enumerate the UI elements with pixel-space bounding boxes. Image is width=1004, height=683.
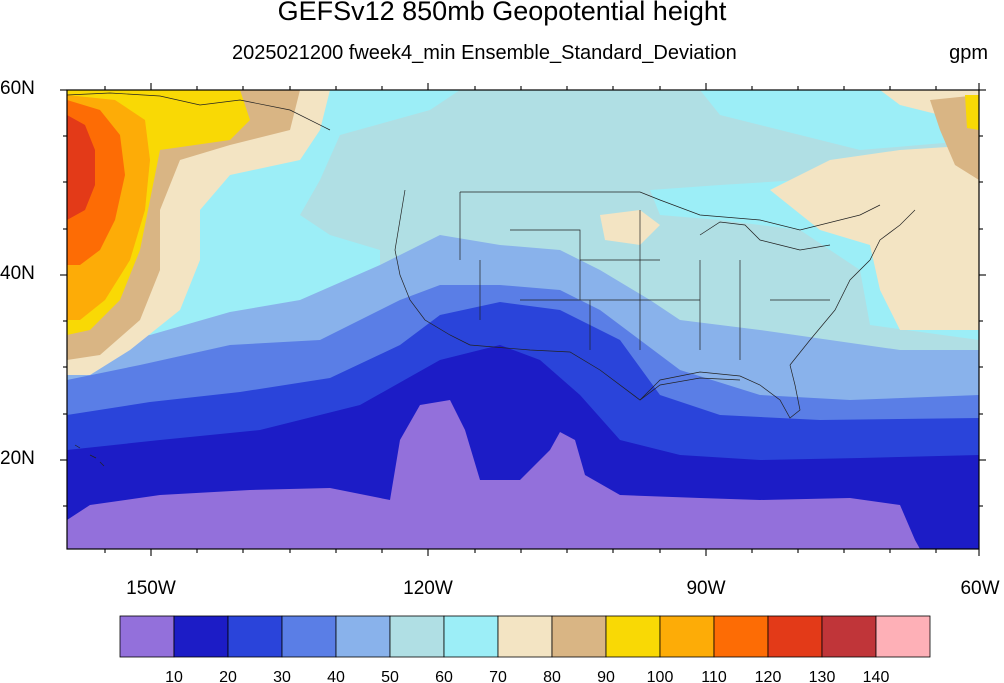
colorbar-label: 50	[381, 669, 399, 683]
map-frame	[66, 89, 980, 550]
fill-band-130-140	[67, 115, 95, 220]
colorbar-label: 20	[219, 669, 237, 683]
colorbar-swatch	[605, 615, 661, 658]
colorbar-swatch	[443, 615, 499, 658]
colorbar-label: 120	[755, 669, 782, 683]
colorbar-label: 60	[435, 669, 453, 683]
axis-ticks	[60, 83, 986, 556]
us-west-coast	[394, 189, 471, 346]
us-canada-border	[460, 191, 881, 231]
lat-label-20n: 20N	[0, 448, 35, 469]
colorbar-label: 130	[809, 669, 836, 683]
colorbar-label: 80	[543, 669, 561, 683]
colorbar-swatch	[119, 615, 175, 658]
colorbar-label: 140	[863, 669, 890, 683]
us-southern-border	[469, 344, 741, 401]
colorbar-swatch	[767, 615, 823, 658]
coastline-layer	[67, 92, 916, 467]
lon-label-90w: 90W	[686, 578, 726, 599]
fill-band-80-90-dakotas	[600, 210, 660, 245]
plot-subtitle: 2025021200 fweek4_min Ensemble_Standard_…	[232, 42, 737, 64]
colorbar-swatch	[713, 615, 769, 658]
fill-band-80-90-east	[770, 145, 979, 330]
colorbar-label: 30	[273, 669, 291, 683]
lon-label-60w: 60W	[960, 578, 1000, 599]
colorbar: 10 20 30 40 50 60 70 80 90 100 110 120 130 140	[119, 615, 931, 683]
alaska-coast	[67, 92, 331, 131]
units-label: gpm	[949, 42, 988, 64]
hawaii-islands	[74, 444, 105, 467]
colorbar-swatch	[551, 615, 607, 658]
lon-label-150w: 150W	[126, 578, 176, 599]
colorbar-swatch	[173, 615, 229, 658]
colorbar-swatch	[335, 615, 391, 658]
gulf-coast	[639, 364, 801, 419]
colorbar-label: 90	[597, 669, 615, 683]
colorbar-label: 10	[165, 669, 183, 683]
colorbar-label: 100	[647, 669, 674, 683]
colorbar-swatch	[659, 615, 715, 658]
lat-label-60n: 60N	[0, 78, 35, 99]
east-coast	[789, 209, 916, 366]
colorbar-swatch	[497, 615, 553, 658]
colorbar-swatch	[281, 615, 337, 658]
fill-band-10-20	[67, 400, 920, 549]
lon-label-120w: 120W	[403, 578, 453, 599]
colorbar-swatch	[389, 615, 445, 658]
contour-fill-layer	[67, 90, 979, 549]
colorbar-swatch	[227, 615, 283, 658]
colorbar-swatch	[821, 615, 877, 658]
plot-title: GEFSv12 850mb Geopotential height	[277, 0, 727, 26]
lat-label-40n: 40N	[0, 263, 35, 284]
colorbar-label: 70	[489, 669, 507, 683]
colorbar-label: 40	[327, 669, 345, 683]
colorbar-label: 110	[701, 669, 727, 683]
fill-band-100-110-east	[965, 95, 979, 130]
state-lines	[459, 192, 830, 360]
colorbar-swatch	[875, 615, 931, 658]
great-lakes	[699, 221, 831, 251]
